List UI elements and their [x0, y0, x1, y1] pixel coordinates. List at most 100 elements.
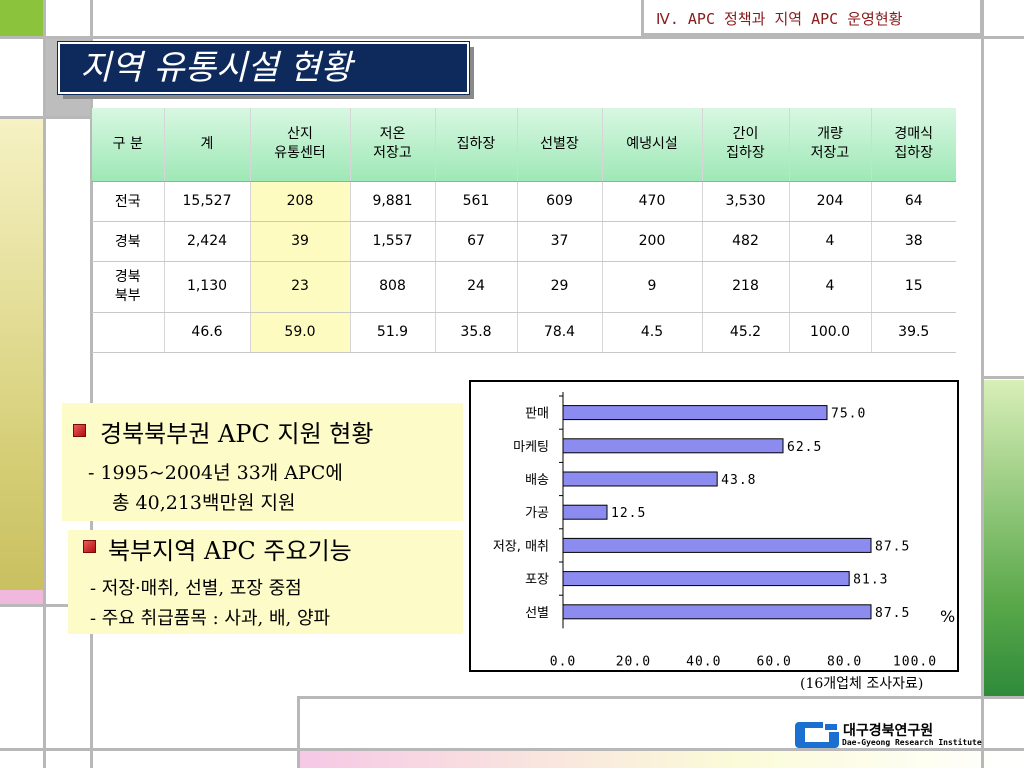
table-cell: 561 [435, 181, 518, 222]
section-header-box [641, 0, 983, 36]
table-cell: 38 [871, 221, 956, 262]
data-label: 12.5 [611, 506, 646, 521]
deco-line [0, 604, 90, 607]
category-label: 저장, 매취 [493, 539, 549, 554]
table-cell: 전국 [92, 181, 165, 222]
table-cell: 23 [250, 261, 351, 313]
deco-line [0, 748, 1024, 751]
institute-logo-icon [795, 722, 839, 748]
category-label: 배송 [525, 473, 549, 488]
column-header: 계 [164, 108, 251, 182]
deco-green-strip-right [983, 380, 1024, 698]
column-header: 선별장 [517, 108, 603, 182]
table-cell: 470 [602, 181, 703, 222]
table-cell: 9 [602, 261, 703, 313]
table-cell: 1,130 [164, 261, 251, 313]
bar [562, 604, 872, 620]
x-tick-label: 20.0 [616, 654, 651, 669]
deco-line [297, 696, 1024, 699]
table-cell: 15,527 [164, 181, 251, 222]
column-header: 간이 집하장 [702, 108, 790, 182]
table-cell: 64 [871, 181, 956, 222]
unit-label: % [940, 607, 956, 626]
column-header: 구 분 [92, 108, 165, 182]
table-cell: 4 [789, 261, 872, 313]
table-cell: 경북 북부 [92, 261, 165, 313]
bar [562, 438, 784, 454]
support-line-2: 총 40,213백만원 지원 [112, 492, 296, 514]
table-cell: 29 [517, 261, 603, 313]
table-row: 46.6 59.0 51.9 35.8 78.4 4.5 45.2 100.0 … [92, 312, 956, 353]
category-label: 가공 [525, 506, 549, 521]
table-cell: 609 [517, 181, 603, 222]
table-cell: 39 [250, 221, 351, 262]
section-header: Ⅳ. APC 정책과 지역 APC 운영현황 [656, 10, 903, 28]
function-heading: 북부지역 APC 주요기능 [108, 537, 352, 565]
category-label: 판매 [525, 407, 549, 422]
function-line-2: - 주요 취급품목 : 사과, 배, 양파 [90, 608, 331, 629]
table-cell: 482 [702, 221, 790, 262]
table-cell: 9,881 [350, 181, 436, 222]
table-cell: 4.5 [602, 312, 703, 353]
table-cell: 39.5 [871, 312, 956, 353]
data-label: 62.5 [787, 440, 822, 455]
column-header: 집하장 [435, 108, 518, 182]
bar [562, 504, 608, 520]
source-note: (16개업체 조사자료) [800, 676, 924, 692]
table-cell: 51.9 [350, 312, 436, 353]
deco-line [981, 0, 984, 768]
table-row: 경북 2,424 39 1,557 67 37 200 482 4 38 [92, 221, 956, 262]
bar [562, 571, 850, 587]
bar [562, 405, 828, 421]
data-label: 87.5 [875, 606, 910, 621]
data-label: 87.5 [875, 539, 910, 554]
institute-name-english: Dae-Gyeong Research Institute [842, 738, 982, 747]
deco-line [981, 376, 1024, 379]
table-cell: 4 [789, 221, 872, 262]
column-header: 산지 유통센터 [250, 108, 351, 182]
institute-name-korean: 대구경북연구원 [843, 723, 934, 739]
table-cell: 204 [789, 181, 872, 222]
table-cell: 2,424 [164, 221, 251, 262]
chart-frame [469, 380, 959, 672]
table-cell: 59.0 [250, 312, 351, 353]
deco-line [0, 116, 90, 119]
function-line-1: - 저장·매취, 선별, 포장 중점 [90, 578, 302, 599]
table-cell: 218 [702, 261, 790, 313]
x-tick-label: 0.0 [550, 654, 576, 669]
table-cell: 35.8 [435, 312, 518, 353]
column-header: 개량 저장고 [789, 108, 872, 182]
deco-line [43, 0, 46, 768]
table-cell: 808 [350, 261, 436, 313]
deco-olive-strip [0, 116, 43, 590]
x-tick-label: 100.0 [893, 654, 937, 669]
table-cell: 45.2 [702, 312, 790, 353]
bar [562, 471, 718, 487]
table-cell: 67 [435, 221, 518, 262]
bullet-icon [73, 424, 86, 437]
table-cell: 경북 [92, 221, 165, 262]
data-label: 75.0 [831, 407, 866, 422]
category-label: 선별 [525, 606, 549, 621]
table-row: 전국 15,527 208 9,881 561 609 470 3,530 20… [92, 181, 956, 222]
support-panel [62, 403, 463, 521]
table-cell: 3,530 [702, 181, 790, 222]
table-cell: 37 [517, 221, 603, 262]
bullet-icon [83, 540, 96, 553]
table-cell: 1,557 [350, 221, 436, 262]
deco-line [0, 36, 1024, 39]
column-header: 저온 저장고 [350, 108, 436, 182]
table-cell: 24 [435, 261, 518, 313]
function-panel [68, 530, 463, 634]
support-line-1: - 1995~2004년 33개 APC에 [88, 462, 343, 484]
deco-pink-strip [0, 590, 43, 604]
column-header: 경매식 집하장 [871, 108, 956, 182]
facility-table: 구 분 계 산지 유통센터 저온 저장고 집하장 선별장 예냉시설 간이 집하장… [92, 108, 956, 353]
bar [562, 537, 872, 553]
support-heading: 경북북부권 APC 지원 현황 [100, 420, 374, 448]
data-label: 81.3 [853, 573, 888, 588]
table-cell: 46.6 [164, 312, 251, 353]
data-label: 43.8 [721, 473, 756, 488]
table-cell: 200 [602, 221, 703, 262]
category-label: 포장 [525, 573, 549, 588]
